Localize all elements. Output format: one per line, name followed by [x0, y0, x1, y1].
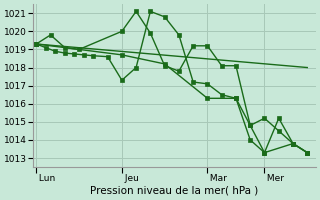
X-axis label: Pression niveau de la mer( hPa ): Pression niveau de la mer( hPa ): [91, 186, 259, 196]
